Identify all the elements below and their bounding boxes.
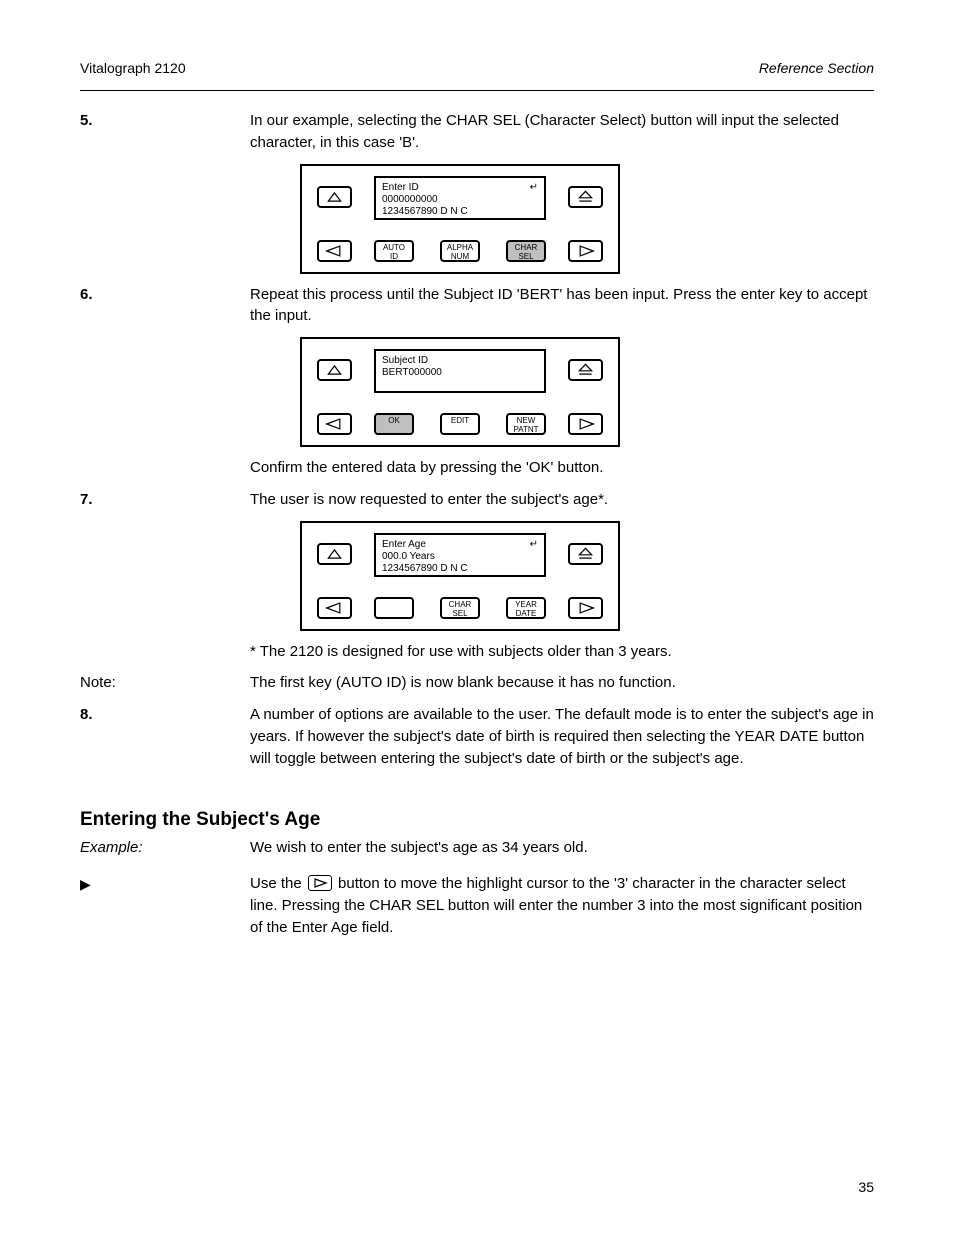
header-rule — [80, 90, 874, 91]
lcd3-line3: 1234567890 D N C — [382, 563, 538, 575]
up-button[interactable] — [317, 186, 352, 208]
star-note-row: * The 2120 is designed for use with subj… — [80, 641, 874, 663]
lcd1-line3: 1234567890 D N C — [382, 206, 538, 218]
left-button[interactable] — [317, 240, 352, 262]
device-panel-2: Subject ID BERT000000 OK EDIT NEWPATNT — [300, 337, 620, 447]
lcd2-line1: Subject ID — [382, 355, 538, 367]
star-note: * The 2120 is designed for use with subj… — [250, 641, 874, 663]
right-key-icon — [308, 875, 332, 891]
step-5: 5. In our example, selecting the CHAR SE… — [80, 110, 874, 154]
p1-b: button to move the highlight cursor to t… — [334, 875, 617, 892]
step-7-text: The user is now requested to enter the s… — [250, 489, 874, 511]
note-text: The first key (AUTO ID) is now blank bec… — [250, 672, 874, 694]
page-number: 35 — [858, 1179, 874, 1195]
panel-1-holder: Enter ID ↵ 0000000000 1234567890 D N C AU… — [80, 164, 874, 274]
confirm-line: Confirm the entered data by pressing the… — [80, 457, 874, 479]
eject-button[interactable] — [568, 359, 603, 381]
lcd3-line2: 000.0 Years — [382, 551, 538, 563]
softkey-auto-id[interactable]: AUTOID — [374, 240, 414, 262]
step-7: 7. The user is now requested to enter th… — [80, 489, 874, 511]
proc-row: ▶ Use the button to move the highlight c… — [80, 873, 874, 938]
section-heading: Entering the Subject's Age — [80, 809, 874, 831]
lcd-3: Enter Age ↵ 000.0 Years 1234567890 D N C — [374, 533, 546, 577]
lcd-1: Enter ID ↵ 0000000000 1234567890 D N C — [374, 176, 546, 220]
proc-text: Use the button to move the highlight cur… — [250, 873, 874, 938]
p1-f: Enter Age — [292, 919, 358, 936]
softkey-new-patnt[interactable]: NEWPATNT — [506, 413, 546, 435]
step-6: 6. Repeat this process until the Subject… — [80, 284, 874, 328]
right-button[interactable] — [568, 240, 603, 262]
softkey-alpha-num[interactable]: ALPHANUM — [440, 240, 480, 262]
panel-2-holder: Subject ID BERT000000 OK EDIT NEWPATNT — [80, 337, 874, 447]
step-5-num: 5. — [80, 112, 104, 129]
example-label: Example: — [80, 837, 250, 859]
device-panel-1: Enter ID ↵ 0000000000 1234567890 D N C AU… — [300, 164, 620, 274]
body-content: 5. In our example, selecting the CHAR SE… — [80, 110, 874, 938]
right-button[interactable] — [568, 597, 603, 619]
left-button[interactable] — [317, 413, 352, 435]
step-5-code: CHAR SEL — [446, 112, 520, 129]
note-row: Note: The first key (AUTO ID) is now bla… — [80, 672, 874, 694]
note-a: The first key ( — [250, 674, 341, 691]
example-row: Example: We wish to enter the subject's … — [80, 837, 874, 859]
note-b: ) is now blank because it has no functio… — [401, 674, 675, 691]
header-left: Vitalograph 2120 — [80, 60, 186, 76]
p1-g: field. — [358, 919, 394, 936]
p1-a: Use the — [250, 875, 306, 892]
eject-button[interactable] — [568, 186, 603, 208]
lcd1-line1-left: Enter ID — [382, 182, 419, 194]
softkey-ok[interactable]: OK — [374, 413, 414, 435]
step-5-text-a: In our example, selecting the — [250, 112, 446, 129]
device-panel-3: Enter Age↵ 000.0 Years 1234567890 D N C … — [300, 521, 620, 631]
p1-c: 3 — [617, 875, 625, 892]
lcd2-line2: BERT000000 — [382, 367, 538, 379]
play-icon: ▶ — [80, 876, 91, 892]
lcd3-enter-icon: ↵ — [530, 539, 538, 551]
header-right: Reference Section — [759, 60, 874, 76]
step-6-text: Repeat this process until the Subject ID… — [250, 284, 874, 328]
softkey-edit[interactable]: EDIT — [440, 413, 480, 435]
note-label: Note: — [80, 672, 250, 691]
step-8-num: 8. — [80, 706, 104, 723]
up-button[interactable] — [317, 359, 352, 381]
softkey-char-sel[interactable]: CHARSEL — [506, 240, 546, 262]
up-button[interactable] — [317, 543, 352, 565]
lcd3-line1-left: Enter Age — [382, 539, 426, 551]
step-7-num: 7. — [80, 491, 104, 508]
step-8-text: A number of options are available to the… — [250, 704, 874, 769]
lcd1-enter-icon: ↵ — [530, 182, 538, 194]
lcd1-line2: 0000000000 — [382, 194, 538, 206]
note-code: AUTO ID — [341, 674, 402, 691]
softkey-blank[interactable] — [374, 597, 414, 619]
panel-3-holder: Enter Age↵ 000.0 Years 1234567890 D N C … — [80, 521, 874, 631]
softkey-year-date[interactable]: YEARDATE — [506, 597, 546, 619]
confirm-text: Confirm the entered data by pressing the… — [250, 457, 874, 479]
step-8: 8. A number of options are available to … — [80, 704, 874, 769]
step-8-code: YEAR DATE — [735, 728, 819, 745]
step-6-num: 6. — [80, 286, 104, 303]
lcd-2: Subject ID BERT000000 — [374, 349, 546, 393]
p1-code: CHAR SEL — [369, 897, 443, 914]
right-button[interactable] — [568, 413, 603, 435]
softkey-char-sel[interactable]: CHARSEL — [440, 597, 480, 619]
left-button[interactable] — [317, 597, 352, 619]
example-text: We wish to enter the subject's age as 34… — [250, 837, 874, 859]
step-5-text: In our example, selecting the CHAR SEL (… — [250, 110, 874, 154]
eject-button[interactable] — [568, 543, 603, 565]
